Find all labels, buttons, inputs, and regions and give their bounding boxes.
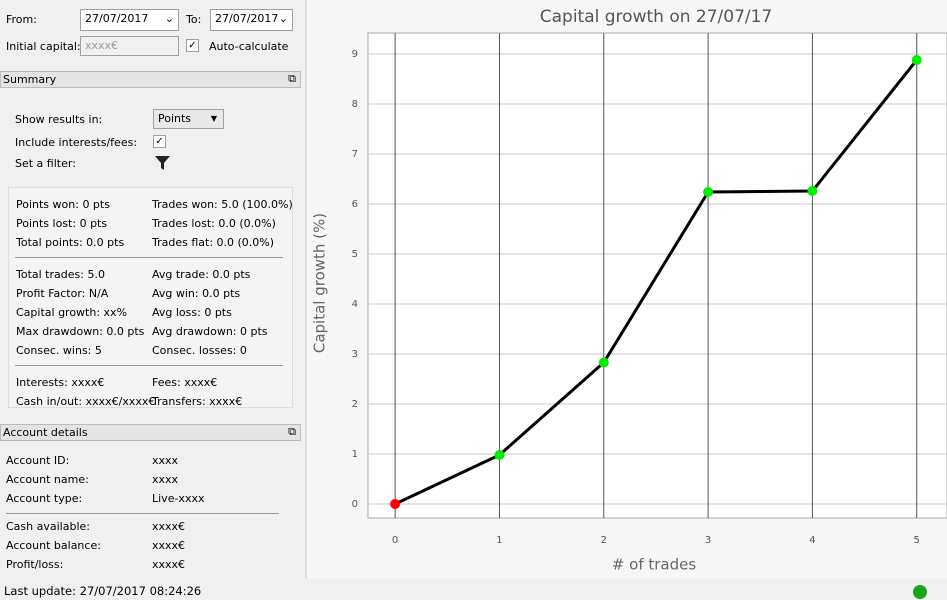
stat-right: Avg drawdown: 0 pts — [152, 325, 268, 338]
y-tick-label: 6 — [352, 199, 358, 210]
stat-right: Trades won: 5.0 (100.0%) — [152, 198, 293, 211]
initial-capital-label: Initial capital: — [6, 40, 81, 53]
y-tick-label: 1 — [352, 449, 358, 460]
account-header: Account details ⧉ — [0, 424, 301, 441]
stat-left: Points lost: 0 pts — [16, 217, 108, 230]
separator — [15, 257, 283, 258]
x-tick-label: 3 — [705, 535, 711, 546]
data-point — [911, 55, 922, 65]
stat-right: Trades flat: 0.0 (0.0%) — [152, 236, 275, 249]
account-value: xxxx — [152, 473, 179, 486]
last-update: Last update: 27/07/2017 08:24:26 — [4, 584, 202, 598]
x-tick-label: 5 — [914, 535, 920, 546]
y-axis-label: Capital growth (%) — [311, 213, 329, 353]
stat-right: Avg win: 0.0 pts — [152, 287, 241, 300]
x-tick-label: 0 — [392, 535, 398, 546]
stat-right: Consec. losses: 0 — [152, 344, 247, 357]
y-tick-label: 0 — [352, 499, 358, 510]
splitter — [305, 0, 307, 578]
account-value: xxxx€ — [152, 520, 186, 533]
y-tick-label: 2 — [352, 399, 358, 410]
account-label: Cash available: — [6, 520, 90, 533]
account-label: Account balance: — [6, 539, 101, 552]
initial-capital-input[interactable]: xxxx€ — [80, 36, 179, 56]
stat-left: Interests: xxxx€ — [16, 376, 105, 389]
filter-label: Set a filter: — [15, 157, 76, 170]
show-results-label: Show results in: — [15, 113, 103, 126]
auto-calc-label: Auto-calculate — [209, 40, 289, 53]
stats-box — [8, 187, 293, 408]
include-fees-checkbox[interactable]: ✓ — [153, 135, 166, 148]
data-point — [390, 499, 401, 509]
account-label: Profit/loss: — [6, 558, 64, 571]
account-label: Account type: — [6, 492, 83, 505]
from-date[interactable]: 27/07/2017 ⌄ — [80, 9, 179, 31]
include-fees-label: Include interests/fees: — [15, 136, 138, 149]
account-label: Account ID: — [6, 454, 70, 467]
y-tick-label: 9 — [352, 49, 358, 60]
x-tick-label: 4 — [809, 535, 815, 546]
data-point — [807, 186, 818, 196]
data-point — [598, 357, 609, 368]
stat-left: Profit Factor: N/A — [16, 287, 109, 300]
separator — [6, 513, 279, 514]
stat-left: Points won: 0 pts — [16, 198, 110, 211]
account-value: Live-xxxx — [152, 492, 205, 505]
y-tick-label: 3 — [352, 349, 358, 360]
stat-right: Trades lost: 0.0 (0.0%) — [152, 217, 276, 230]
from-label: From: — [6, 13, 37, 26]
stat-right: Fees: xxxx€ — [152, 376, 218, 389]
stat-left: Max drawdown: 0.0 pts — [16, 325, 145, 338]
show-results-select[interactable]: Points ▼ — [153, 109, 224, 129]
stat-left: Total trades: 5.0 — [16, 268, 105, 281]
stat-right: Avg loss: 0 pts — [152, 306, 232, 319]
from-date-value: 27/07/2017 — [85, 12, 149, 25]
data-point — [703, 187, 714, 197]
chart-title: Capital growth on 27/07/17 — [540, 7, 773, 27]
chart: Capital growth on 27/07/17 Capital growt… — [307, 0, 947, 578]
auto-calc-checkbox[interactable]: ✓ — [186, 39, 199, 52]
account-value: xxxx€ — [152, 539, 186, 552]
stat-right: Transfers: xxxx€ — [152, 395, 243, 408]
to-date[interactable]: 27/07/2017 ⌄ — [210, 9, 293, 31]
summary-header: Summary ⧉ — [0, 71, 301, 88]
account-label: Account name: — [6, 473, 89, 486]
separator — [15, 365, 283, 366]
x-tick-label: 1 — [496, 535, 502, 546]
account-value: xxxx€ — [152, 558, 186, 571]
data-point — [494, 450, 505, 460]
data-line — [394, 59, 918, 506]
y-tick-label: 4 — [352, 299, 358, 310]
stat-left: Capital growth: xx% — [16, 306, 128, 319]
stat-left: Total points: 0.0 pts — [16, 236, 125, 249]
x-axis-label: # of trades — [612, 556, 697, 574]
y-tick-label: 8 — [352, 99, 358, 110]
y-tick-label: 5 — [352, 249, 358, 260]
stat-left: Cash in/out: xxxx€/xxxx€ — [16, 395, 156, 408]
to-date-value: 27/07/2017 — [215, 12, 279, 25]
show-results-value: Points — [158, 112, 192, 125]
account-value: xxxx — [152, 454, 179, 467]
filter-icon[interactable] — [154, 154, 171, 171]
x-tick-label: 2 — [601, 535, 607, 546]
stat-left: Consec. wins: 5 — [16, 344, 102, 357]
status-indicator — [913, 585, 927, 599]
stat-right: Avg trade: 0.0 pts — [152, 268, 251, 281]
initial-capital-value: xxxx€ — [85, 39, 119, 52]
to-label: To: — [186, 13, 202, 26]
account-title: Account details — [3, 426, 88, 439]
y-tick-label: 7 — [352, 149, 358, 160]
summary-title: Summary — [3, 73, 57, 86]
